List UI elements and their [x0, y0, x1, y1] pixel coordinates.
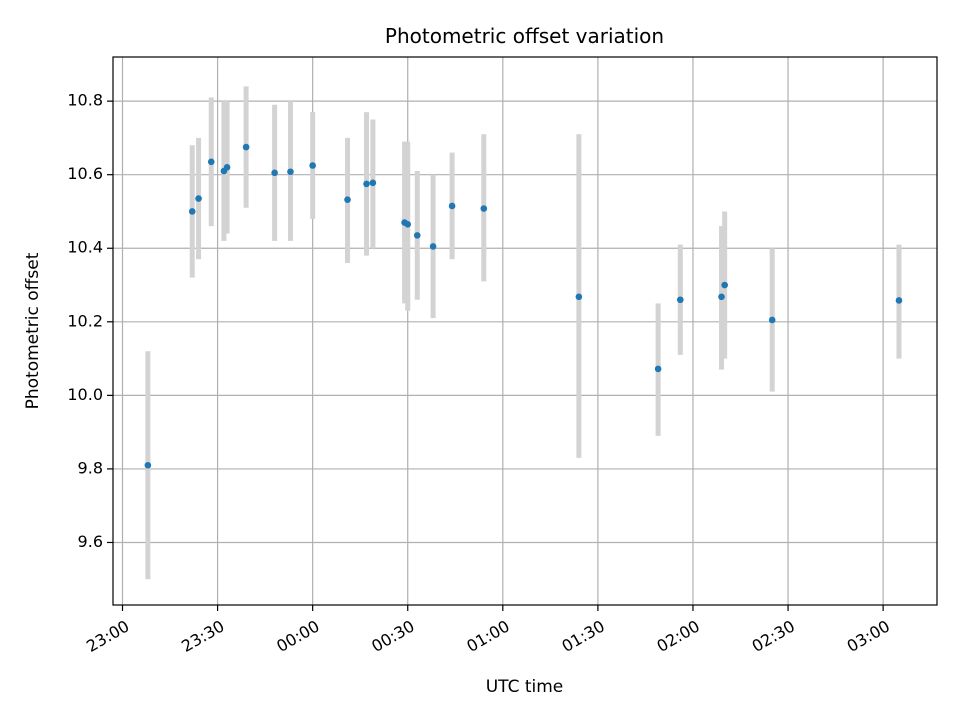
data-point	[768, 316, 776, 324]
y-tick-label: 9.6	[78, 532, 103, 551]
data-point	[404, 221, 412, 228]
y-tick-label: 10.2	[67, 311, 103, 330]
y-tick-label: 10.6	[67, 164, 103, 183]
data-point	[242, 143, 250, 151]
y-tick-label: 10.4	[67, 238, 103, 257]
data-point	[188, 208, 196, 215]
data-point	[195, 195, 202, 202]
data-point	[309, 162, 316, 169]
grid-layer	[113, 57, 937, 605]
data-point	[413, 232, 421, 239]
data-point	[363, 180, 370, 188]
data-point	[721, 281, 728, 289]
y-tick-label: 10.8	[67, 91, 103, 110]
data-point	[287, 168, 294, 176]
data-point	[480, 205, 488, 212]
y-tick-label: 9.8	[78, 458, 103, 477]
data-point	[575, 293, 583, 301]
point-layer	[144, 143, 903, 469]
data-point	[448, 202, 456, 210]
data-point	[344, 196, 351, 204]
data-point	[676, 296, 684, 304]
plot-frame	[112, 56, 938, 606]
y-tick-label: 10.0	[67, 385, 103, 404]
data-point	[718, 293, 725, 301]
data-point	[271, 169, 278, 177]
chart-title: Photometric offset variation	[385, 24, 664, 48]
data-point	[144, 461, 152, 469]
data-point	[429, 243, 437, 250]
y-axis-label: Photometric offset	[23, 252, 43, 409]
data-point	[369, 179, 377, 187]
data-point	[207, 158, 215, 166]
data-point	[895, 297, 903, 304]
y-axis-ticks: 9.6 9.8 10.0 10.2 10.4 10.6 10.8	[67, 91, 113, 551]
data-point	[223, 164, 231, 171]
x-axis-label: UTC time	[486, 677, 564, 697]
data-point	[654, 365, 662, 373]
